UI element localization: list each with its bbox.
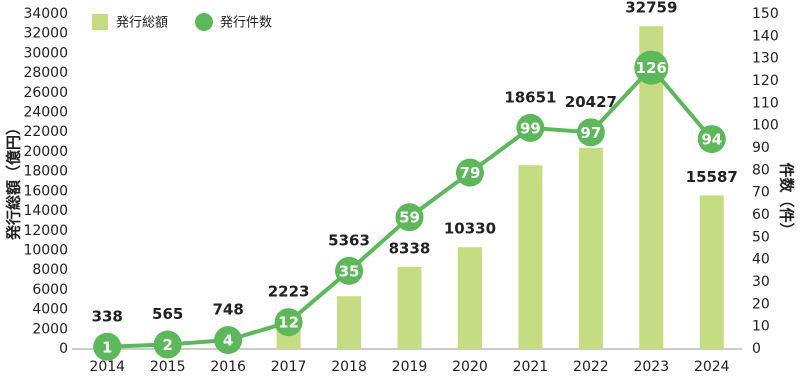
y2-tick-label: 90	[752, 140, 770, 156]
bar	[518, 165, 543, 349]
y2-tick-label: 110	[752, 95, 779, 111]
x-tick-label: 2016	[210, 359, 246, 375]
line-marker	[214, 326, 243, 355]
y2-tick-label: 0	[752, 341, 761, 357]
y-tick-label: 8000	[32, 262, 68, 278]
bar-value-label: 32759	[625, 0, 677, 17]
bar-value-label: 748	[212, 301, 243, 319]
y2-tick-label: 80	[752, 162, 770, 178]
y-tick-label: 2000	[32, 321, 68, 337]
y2-tick-label: 40	[752, 252, 770, 268]
x-tick-label: 2022	[573, 359, 609, 375]
marker-label: 2	[162, 336, 172, 354]
bar-value-label: 5363	[328, 231, 370, 249]
y2-tick-label: 70	[752, 185, 770, 201]
y2-tick-label: 60	[752, 207, 770, 223]
marker-label: 12	[278, 314, 299, 332]
marker-label: 4	[223, 332, 233, 350]
marker-label: 99	[520, 119, 541, 137]
y-tick-label: 0	[59, 341, 68, 357]
y2-tick-label: 140	[752, 28, 779, 44]
y-tick-label: 4000	[32, 302, 68, 318]
marker-label: 79	[460, 164, 481, 182]
x-tick-label: 2015	[150, 359, 186, 375]
bar-value-label: 15587	[686, 168, 738, 186]
bar	[397, 266, 422, 349]
y2-axis-label: 件数（件）	[778, 162, 796, 237]
y2-tick-label: 30	[752, 274, 770, 290]
x-tick-label: 2019	[392, 359, 428, 375]
y2-tick-label: 20	[752, 296, 770, 312]
line-marker	[335, 256, 364, 285]
y-tick-label: 14000	[23, 203, 68, 219]
marker-label: 126	[636, 59, 667, 77]
y2-tick-label: 10	[752, 319, 770, 335]
y-axis-label: 発行総額（億円）	[5, 120, 23, 241]
y-tick-label: 22000	[23, 124, 68, 140]
x-tick-label: 2018	[331, 359, 367, 375]
y-tick-label: 18000	[23, 164, 68, 180]
y2-tick-label: 150	[752, 6, 779, 22]
legend-label: 発行件数	[220, 16, 272, 31]
legend-swatch	[195, 13, 213, 31]
line-marker	[697, 125, 726, 154]
bar-value-label: 18651	[504, 88, 556, 106]
bar-value-label: 10330	[444, 220, 496, 238]
x-tick-label: 2017	[271, 359, 307, 375]
y-tick-label: 6000	[32, 282, 68, 298]
y2-tick-label: 100	[752, 118, 779, 134]
bar-value-label: 338	[92, 307, 123, 325]
x-tick-label: 2020	[452, 359, 488, 375]
bar	[337, 296, 362, 349]
y-tick-label: 34000	[23, 6, 68, 22]
x-tick-label: 2023	[633, 359, 669, 375]
y-tick-label: 16000	[23, 183, 68, 199]
line-marker	[455, 158, 484, 187]
bar-value-label: 2223	[268, 283, 310, 301]
y2-tick-label: 120	[752, 73, 779, 89]
y2-tick-label: 130	[752, 51, 779, 67]
line-marker	[395, 203, 424, 232]
bar-value-label: 565	[152, 305, 183, 323]
line-marker	[516, 113, 545, 142]
line-marker	[634, 50, 669, 85]
x-tick-label: 2021	[513, 359, 549, 375]
line-marker	[153, 330, 182, 359]
y-tick-label: 12000	[23, 223, 68, 239]
marker-label: 94	[701, 131, 722, 149]
y-tick-label: 10000	[23, 242, 68, 258]
y-tick-label: 24000	[23, 105, 68, 121]
bar	[699, 195, 724, 349]
bar-value-label: 8338	[389, 239, 431, 257]
x-tick-label: 2014	[89, 359, 125, 375]
marker-label: 59	[399, 209, 420, 227]
line-marker	[274, 308, 303, 337]
y2-tick-label: 50	[752, 229, 770, 245]
line-marker	[576, 118, 605, 147]
y-tick-label: 30000	[23, 45, 68, 61]
x-tick-label: 2024	[694, 359, 730, 375]
legend-label: 発行総額	[116, 16, 168, 31]
marker-label: 97	[580, 124, 601, 142]
marker-label: 1	[102, 338, 112, 356]
bar	[457, 247, 482, 349]
y-tick-label: 32000	[23, 26, 68, 42]
legend-swatch	[92, 14, 108, 30]
bar	[578, 147, 603, 349]
y-tick-label: 28000	[23, 65, 68, 81]
marker-label: 35	[339, 262, 360, 280]
y-tick-label: 26000	[23, 85, 68, 101]
bar-value-label: 20427	[565, 93, 617, 111]
y-tick-label: 20000	[23, 144, 68, 160]
line-marker	[93, 332, 122, 361]
